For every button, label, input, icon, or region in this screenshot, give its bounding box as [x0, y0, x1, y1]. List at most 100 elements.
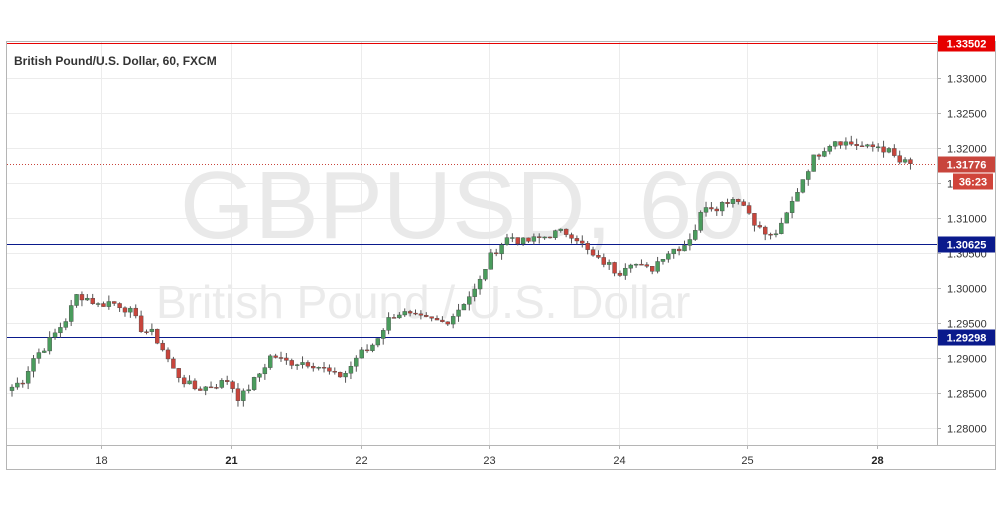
x-tick-label: 28 — [871, 455, 883, 467]
candle-body — [902, 159, 908, 163]
candle — [510, 233, 515, 243]
candle-body — [36, 352, 42, 359]
candle-body — [402, 311, 407, 316]
candle-body — [370, 344, 375, 351]
candle — [590, 246, 596, 257]
candle — [268, 354, 273, 370]
time-axis[interactable]: 18 21 22 23 24 25 28 — [95, 445, 884, 467]
candle-body — [68, 305, 74, 322]
candle-body — [639, 263, 644, 266]
y-tick-label: 1.31000 — [947, 214, 987, 226]
candle-body — [515, 237, 520, 245]
candle — [574, 235, 580, 245]
candle — [730, 197, 736, 208]
y-tick-label: 1.28000 — [947, 424, 987, 436]
candle-body — [784, 212, 789, 224]
level-badge-label: 1.33502 — [947, 39, 987, 51]
candle-body — [294, 364, 300, 366]
candle-body — [574, 238, 580, 242]
candle-body — [354, 357, 359, 367]
candle — [553, 229, 558, 240]
candle-body — [580, 240, 585, 244]
candle-body — [725, 202, 730, 204]
candle-body — [854, 143, 859, 147]
candle — [219, 378, 225, 389]
candles — [9, 135, 913, 407]
x-tick-label: 21 — [225, 455, 237, 467]
candle-body — [472, 288, 477, 297]
candle-body — [553, 230, 558, 238]
candle-body — [644, 264, 650, 267]
candle — [736, 198, 741, 205]
candle-body — [838, 141, 843, 146]
candle — [542, 236, 547, 240]
candle — [843, 137, 849, 150]
candle — [397, 312, 402, 319]
candle-body — [300, 362, 305, 365]
candle-body — [224, 380, 230, 382]
candle — [424, 312, 429, 318]
candle — [316, 366, 321, 371]
candle — [176, 367, 181, 383]
candle-body — [343, 373, 348, 378]
candle — [101, 301, 106, 307]
candle — [112, 301, 117, 306]
candle-body — [305, 362, 311, 367]
candle — [337, 371, 343, 378]
candle — [85, 294, 90, 301]
candle-body — [359, 349, 364, 359]
candle — [763, 225, 768, 241]
candle — [52, 328, 58, 340]
candle-body — [811, 154, 816, 172]
candle — [623, 263, 628, 280]
candle — [133, 304, 138, 319]
candle — [138, 310, 144, 333]
candle-body — [42, 350, 47, 353]
candle — [391, 314, 397, 319]
price-axis[interactable]: 1.280001.285001.290001.295001.300001.305… — [937, 74, 987, 436]
candle-body — [101, 303, 106, 307]
candle-body — [138, 315, 144, 332]
candle-body — [628, 264, 633, 269]
chart-title: British Pound/U.S. Dollar, 60, FXCM — [14, 54, 217, 68]
candle — [822, 147, 827, 158]
candle-body — [746, 205, 752, 214]
candle — [746, 202, 752, 215]
candle-body — [381, 330, 386, 339]
candle — [908, 157, 913, 170]
candle-body — [601, 257, 606, 265]
candle — [520, 237, 526, 246]
candle-body — [90, 297, 95, 304]
candle — [693, 224, 698, 241]
candle-body — [612, 262, 617, 274]
candle — [429, 316, 434, 322]
candle-body — [440, 319, 445, 323]
candle-body — [128, 307, 133, 313]
watermark: GBPUSD, 60 British Pound / U.S. Dollar — [156, 152, 746, 328]
candle — [467, 291, 472, 311]
candle-body — [52, 332, 58, 338]
candle — [660, 259, 666, 265]
candle-body — [875, 146, 881, 149]
y-tick-label: 1.29500 — [947, 319, 987, 331]
candle — [773, 229, 779, 238]
candle-body — [865, 144, 870, 147]
candle-body — [230, 381, 235, 389]
candle — [531, 233, 537, 245]
candle — [644, 262, 650, 269]
candle-body — [499, 244, 504, 255]
candle — [359, 347, 364, 359]
candle — [440, 316, 445, 323]
candle — [703, 201, 709, 217]
candle — [827, 144, 832, 155]
candle-body — [617, 272, 623, 276]
candle-body — [676, 248, 682, 252]
candle — [79, 291, 85, 307]
candle-body — [106, 301, 112, 307]
candle — [407, 309, 413, 317]
candle — [800, 179, 806, 194]
candle — [160, 340, 165, 352]
candle — [601, 253, 606, 268]
candle-body — [434, 318, 440, 321]
